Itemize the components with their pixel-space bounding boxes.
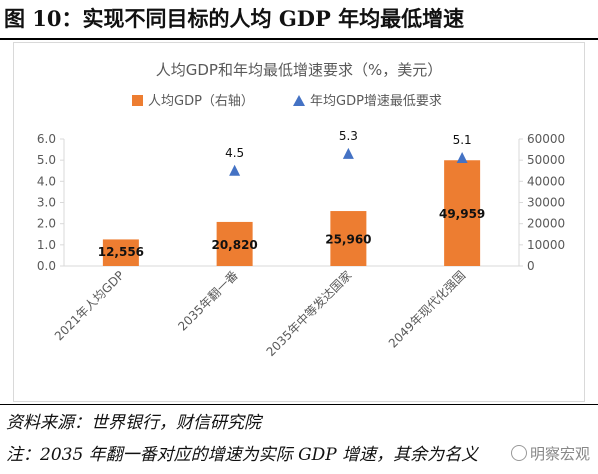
left-tick-label: 5.0	[37, 153, 56, 167]
bar	[444, 160, 481, 266]
growth-value-label: 5.1	[453, 133, 472, 147]
legend-marker-swatch	[293, 95, 305, 106]
watermark-text: 明察宏观	[529, 445, 590, 463]
growth-marker	[229, 164, 241, 176]
category-label: 2021年人均GDP	[52, 268, 127, 343]
top-rule	[0, 38, 598, 40]
left-tick-label: 6.0	[37, 132, 56, 146]
right-tick-label: 60000	[527, 132, 565, 146]
right-tick-label: 10000	[527, 238, 565, 252]
left-tick-label: 1.0	[37, 238, 56, 252]
chart-panel: 人均GDP和年均最低增速要求（%，美元） 人均GDP（右轴） 年均GDP增速最低…	[13, 42, 585, 402]
bar-value-label: 12,556	[98, 245, 144, 259]
right-tick-label: 0	[527, 259, 535, 273]
bar	[216, 221, 253, 266]
right-tick-label: 20000	[527, 217, 565, 231]
left-tick-label: 4.0	[37, 174, 56, 188]
bar-value-label: 25,960	[325, 233, 371, 247]
category-label: 2035年翻一番	[175, 268, 240, 333]
category-label: 2035年中等发达国家	[263, 268, 355, 360]
right-tick-label: 50000	[527, 153, 565, 167]
growth-marker	[456, 152, 468, 164]
plot-area: 0.0 1.0 2.0 3.0 4.0 5.0 6.0 0 10000 20000 30000 400…	[37, 129, 565, 359]
watermark: 明察宏观	[510, 443, 590, 464]
bar	[330, 211, 367, 266]
legend-marker-label: 年均GDP增速最低要求	[310, 94, 442, 109]
chart-title: 人均GDP和年均最低增速要求（%，美元）	[156, 61, 442, 79]
left-tick-label: 0.0	[37, 259, 56, 273]
chart-svg: 人均GDP和年均最低增速要求（%，美元） 人均GDP（右轴） 年均GDP增速最低…	[37, 61, 565, 359]
left-tick-label: 2.0	[37, 217, 56, 231]
left-tick-label: 3.0	[37, 196, 56, 210]
bar-value-label: 20,820	[211, 238, 257, 252]
legend: 人均GDP（右轴） 年均GDP增速最低要求	[132, 94, 442, 109]
growth-value-label: 4.5	[225, 146, 244, 160]
source-note: 资料来源：世界银行，财信研究院	[6, 413, 261, 433]
category-label: 2049年现代化强国	[386, 268, 468, 350]
growth-value-label: 5.3	[339, 129, 358, 143]
figure-title: 图 10：实现不同目标的人均 GDP 年均最低增速	[4, 6, 465, 31]
wechat-icon	[510, 445, 527, 461]
bar	[102, 239, 139, 266]
legend-bar-label: 人均GDP（右轴）	[148, 94, 254, 109]
right-tick-label: 40000	[527, 174, 565, 188]
bar-value-label: 49,959	[439, 207, 485, 221]
right-tick-label: 30000	[527, 196, 565, 210]
footnote: 注：2035 年翻一番对应的增速为实际 GDP 增速，其余为名义	[6, 445, 479, 465]
legend-bar-swatch	[132, 95, 143, 106]
bottom-rule	[0, 404, 598, 405]
growth-marker	[342, 147, 354, 159]
